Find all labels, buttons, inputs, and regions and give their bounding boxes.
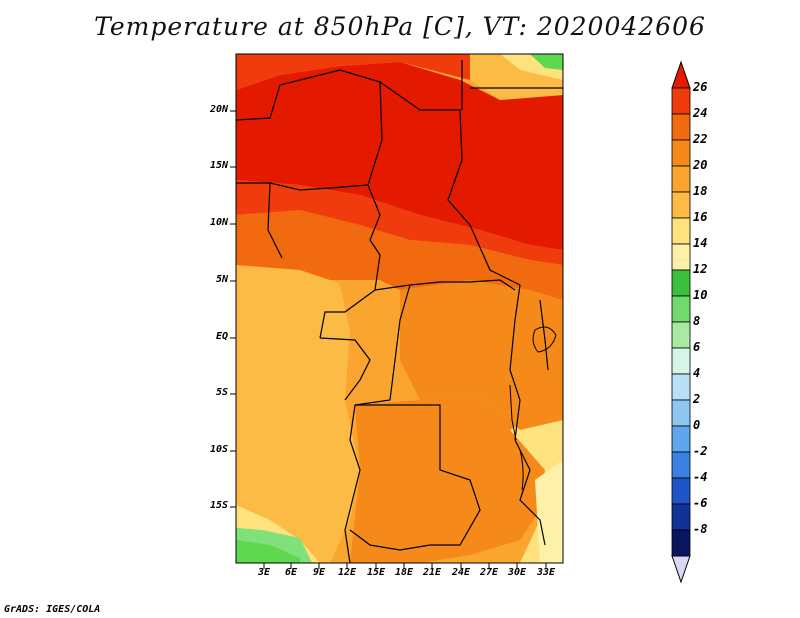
colorbar-swatch (671, 425, 691, 453)
zone-top-red (236, 54, 470, 90)
lon-label: 15E (366, 567, 386, 578)
lat-label: 10S (209, 444, 228, 455)
colorbar-swatch (671, 451, 691, 479)
colorbar-label: 2 (693, 392, 701, 406)
colorbar-swatch (671, 321, 691, 349)
lon-label: 3E (257, 567, 271, 578)
colorbar-label: 18 (693, 184, 708, 198)
colorbar-label: 12 (693, 262, 708, 276)
colorbar-swatch (671, 243, 691, 271)
lat-ticks (230, 110, 236, 508)
lat-label: 10N (209, 217, 228, 228)
lon-label: 18E (394, 567, 414, 578)
lon-ticks (263, 563, 547, 569)
colorbar-label: 10 (693, 288, 708, 302)
colorbar-label: -2 (693, 444, 708, 458)
colorbar-label: 26 (693, 80, 708, 94)
zone-pale-east (535, 460, 563, 563)
lon-label: 24E (451, 567, 471, 578)
zone-warm-red (236, 180, 563, 265)
lon-label: 30E (507, 567, 527, 578)
lat-label: EQ (215, 331, 228, 342)
zone-amber-west (236, 262, 360, 563)
lat-label: 15S (209, 500, 228, 511)
colorbar-swatch (671, 295, 691, 323)
zone-orange-south (350, 395, 545, 563)
colorbar-label: -4 (693, 470, 708, 484)
colorbar-swatch (671, 529, 691, 557)
colorbar-swatch (671, 373, 691, 401)
colorbar-swatch (671, 87, 691, 115)
zone-orange-5n (236, 210, 563, 300)
lat-label: 15N (209, 160, 228, 171)
colorbar-swatch (671, 347, 691, 375)
lon-label: 6E (284, 567, 298, 578)
credit-text: GrADS: IGES/COLA (4, 604, 101, 615)
lat-label: 20N (209, 104, 228, 115)
lon-label: 9E (312, 567, 326, 578)
lakes (509, 326, 557, 491)
colorbar-label: 24 (693, 106, 708, 120)
colorbar-swatch (671, 113, 691, 141)
colorbar-swatch (671, 477, 691, 505)
lat-label: 5N (215, 274, 228, 285)
colorbar-swatch (671, 269, 691, 297)
colorbar-label: 20 (693, 158, 708, 172)
colorbar-label: -8 (693, 522, 708, 536)
zone-hot-north (236, 62, 563, 250)
colorbar-swatch (671, 191, 691, 219)
colorbar-label: 14 (693, 236, 708, 250)
map-frame (235, 53, 564, 564)
colorbar-label: 22 (693, 132, 708, 146)
lon-label: 12E (337, 567, 357, 578)
colorbar-label: -6 (693, 496, 708, 510)
lat-label: 5S (215, 387, 228, 398)
colorbar-swatch (671, 217, 691, 245)
country-borders (235, 60, 563, 564)
colorbar-arrow-bottom (671, 555, 691, 584)
lon-label: 21E (422, 567, 442, 578)
lon-label: 33E (536, 567, 556, 578)
chart-title: Temperature at 850hPa [C], VT: 202004260… (94, 12, 706, 41)
colorbar-swatch (671, 165, 691, 193)
colorbar-label: 8 (693, 314, 701, 328)
colorbar-swatch (671, 139, 691, 167)
lon-label: 27E (479, 567, 499, 578)
colorbar-label: 6 (693, 340, 701, 354)
colorbar-swatch (671, 399, 691, 427)
colorbar-label: 4 (693, 366, 701, 380)
colorbar-swatch (671, 503, 691, 531)
zone-orange-central (400, 280, 563, 430)
colorbar-label: 16 (693, 210, 708, 224)
zone-green-sw-core (236, 540, 300, 563)
zone-top-right-green (530, 54, 563, 70)
colorbar-arrow-top (671, 60, 691, 89)
colorbar-label: 0 (693, 418, 701, 432)
